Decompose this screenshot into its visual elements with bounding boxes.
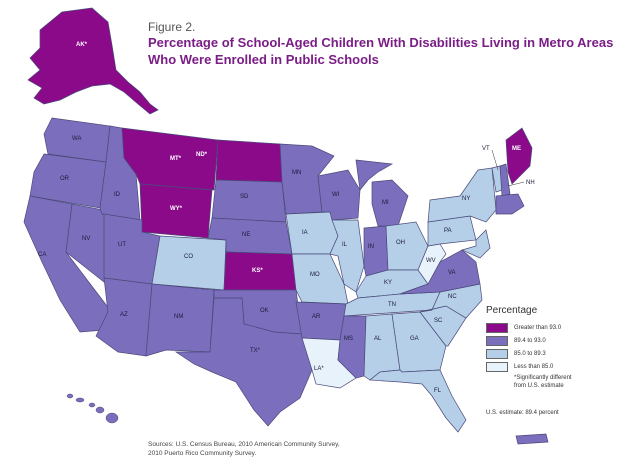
label-VA: VA xyxy=(448,270,456,276)
label-VT: VT xyxy=(482,146,490,152)
label-WV: WV xyxy=(426,258,436,264)
legend-note-line-1: *Significantly different xyxy=(514,375,572,381)
label-WI: WI xyxy=(332,192,340,198)
label-MI: MI xyxy=(382,200,389,206)
sources-line-2: 2010 Puerto Rico Community Survey. xyxy=(148,450,257,457)
state-mid-atlantic[interactable] xyxy=(460,229,491,259)
label-NE: NE xyxy=(242,232,250,238)
label-NH: NH xyxy=(526,180,535,186)
legend-swatch-89-4-to-93 xyxy=(486,336,508,346)
label-OR: OR xyxy=(60,176,70,182)
state-IN[interactable] xyxy=(363,225,389,277)
label-CO: CO xyxy=(184,254,193,260)
us-estimate-note: U.S. estimate: 89.4 percent xyxy=(486,410,559,416)
label-AZ: AZ xyxy=(120,312,128,318)
label-TX: TX* xyxy=(250,348,261,354)
state-WI[interactable] xyxy=(317,169,361,221)
state-VA[interactable] xyxy=(399,249,481,295)
state-AK[interactable] xyxy=(27,7,159,115)
label-IL: IL xyxy=(342,242,348,248)
label-LA: LA* xyxy=(314,366,324,372)
label-NM: NM xyxy=(174,314,183,320)
legend-note-line-2: from U.S. estimate xyxy=(514,383,564,389)
sources-line-1: Sources: U.S. Census Bureau, 2010 Americ… xyxy=(148,441,340,448)
label-ID: ID xyxy=(114,192,121,198)
state-FL[interactable] xyxy=(369,369,467,433)
legend-item: Greater than 93.0 xyxy=(486,322,636,334)
sources-note: Sources: U.S. Census Bureau, 2010 Americ… xyxy=(148,440,468,458)
state-ND[interactable] xyxy=(215,139,283,183)
label-SC: SC xyxy=(434,318,443,324)
map-legend: Percentage Greater than 93.0 89.4 to 93.… xyxy=(486,305,636,390)
label-ME: ME xyxy=(512,146,521,152)
state-new-england-south[interactable] xyxy=(495,193,525,215)
state-labels: AK* ND* MT* WY* KS* ME WA OR CA NV ID UT… xyxy=(38,42,535,394)
state-NV[interactable] xyxy=(65,203,115,283)
label-WA: WA xyxy=(72,136,81,142)
legend-swatch-less-85 xyxy=(486,362,508,372)
state-IL[interactable] xyxy=(329,219,365,293)
label-TN: TN xyxy=(388,302,396,308)
figure-title: Percentage of School-Aged Children With … xyxy=(148,35,614,67)
label-AR: AR xyxy=(312,314,321,320)
label-NV: NV xyxy=(82,236,90,242)
label-OK: OK xyxy=(260,308,269,314)
legend-label: 89.4 to 93.0 xyxy=(514,338,546,344)
label-IN: IN xyxy=(368,244,374,250)
label-MN: MN xyxy=(292,170,301,176)
label-SD: SD xyxy=(240,194,249,200)
state-PR[interactable] xyxy=(515,433,549,445)
label-MS: MS xyxy=(344,336,353,342)
state-HI[interactable] xyxy=(66,393,119,424)
legend-item: Less than 85.0 xyxy=(486,361,636,373)
label-KY: KY xyxy=(384,280,392,286)
leader-lines xyxy=(491,149,525,187)
label-AL: AL xyxy=(374,336,382,342)
legend-swatch-85-to-89-3 xyxy=(486,349,508,359)
label-NY: NY xyxy=(462,196,470,202)
label-MT: MT* xyxy=(170,156,182,162)
label-CA: CA xyxy=(38,252,46,258)
label-MO: MO xyxy=(310,272,320,278)
label-IA: IA xyxy=(302,230,308,236)
label-KS: KS* xyxy=(252,268,263,274)
label-WY: WY* xyxy=(170,206,183,212)
label-FL: FL xyxy=(434,388,442,394)
state-SD[interactable] xyxy=(211,179,287,223)
state-ME[interactable] xyxy=(505,127,533,185)
state-CO[interactable] xyxy=(151,235,227,291)
state-AR[interactable] xyxy=(295,301,347,341)
label-AK: AK* xyxy=(76,42,88,48)
label-OH: OH xyxy=(396,240,405,246)
label-ND: ND* xyxy=(196,152,208,158)
legend-swatch-greater-93 xyxy=(486,323,508,333)
state-NH[interactable] xyxy=(499,163,511,197)
state-NY[interactable] xyxy=(427,167,497,223)
label-GA: GA xyxy=(410,336,419,342)
state-NM[interactable] xyxy=(145,283,215,357)
label-UT: UT xyxy=(118,242,126,248)
legend-label: 85.0 to 89.3 xyxy=(514,351,546,357)
legend-item: 89.4 to 93.0 xyxy=(486,335,636,347)
state-TX[interactable] xyxy=(174,297,313,427)
label-PA: PA xyxy=(444,228,452,234)
state-OR[interactable] xyxy=(29,153,107,209)
label-NC: NC xyxy=(448,294,457,300)
legend-title: Percentage xyxy=(486,305,538,316)
legend-label: Less than 85.0 xyxy=(514,364,554,370)
state-IA[interactable] xyxy=(285,211,339,255)
legend-item: 85.0 to 89.3 xyxy=(486,348,636,360)
figure-label: Figure 2. xyxy=(148,20,196,34)
state-MI[interactable] xyxy=(355,159,409,227)
legend-label: Greater than 93.0 xyxy=(514,325,562,331)
